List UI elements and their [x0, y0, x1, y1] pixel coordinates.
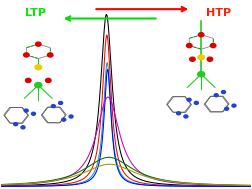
Circle shape: [187, 98, 191, 101]
Circle shape: [186, 43, 192, 48]
Circle shape: [232, 104, 236, 107]
Circle shape: [210, 43, 216, 48]
Circle shape: [222, 91, 226, 94]
Circle shape: [177, 112, 181, 115]
Circle shape: [184, 115, 188, 118]
Circle shape: [51, 105, 55, 108]
Circle shape: [21, 126, 25, 129]
Circle shape: [198, 72, 205, 77]
Circle shape: [58, 101, 62, 105]
Circle shape: [35, 65, 42, 70]
Circle shape: [24, 53, 29, 57]
Circle shape: [35, 82, 42, 88]
Circle shape: [24, 109, 28, 112]
Circle shape: [47, 53, 53, 57]
Circle shape: [225, 107, 229, 110]
Circle shape: [46, 78, 51, 82]
Circle shape: [25, 78, 31, 82]
Text: HTP: HTP: [206, 8, 231, 18]
Circle shape: [214, 94, 218, 97]
Circle shape: [32, 112, 36, 115]
Circle shape: [190, 57, 195, 61]
Circle shape: [198, 33, 204, 37]
Circle shape: [36, 42, 41, 46]
Circle shape: [69, 115, 73, 118]
Circle shape: [194, 101, 198, 104]
Circle shape: [198, 55, 204, 60]
Circle shape: [14, 123, 18, 126]
Text: LTP: LTP: [25, 8, 46, 18]
Circle shape: [207, 57, 213, 61]
Circle shape: [62, 118, 66, 121]
